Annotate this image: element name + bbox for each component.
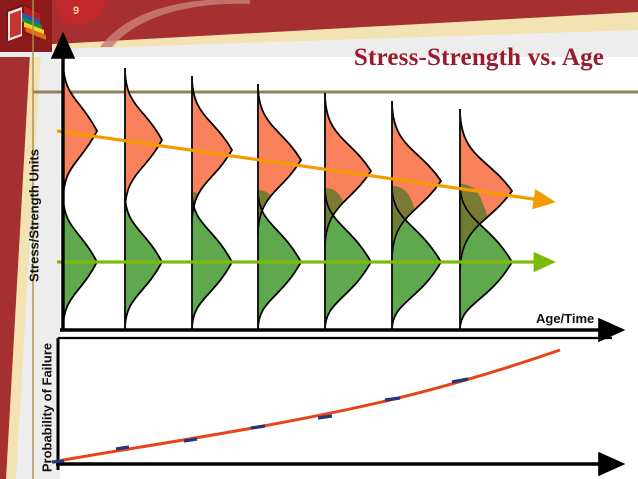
lower-plot bbox=[51, 336, 626, 477]
upper-plot bbox=[50, 31, 626, 343]
upper-y-axis-label: Stress/Strength Units bbox=[26, 149, 42, 282]
failure-data-markers bbox=[51, 377, 469, 464]
page-title: Stress-Strength vs. Age bbox=[353, 44, 605, 71]
lower-y-axis-label: Probability of Failure bbox=[39, 342, 55, 473]
strength-distributions bbox=[62, 183, 513, 331]
slide-number: 9 bbox=[72, 5, 80, 17]
x-axis-label: Age/Time bbox=[536, 311, 595, 326]
failure-probability-curve bbox=[57, 348, 561, 463]
